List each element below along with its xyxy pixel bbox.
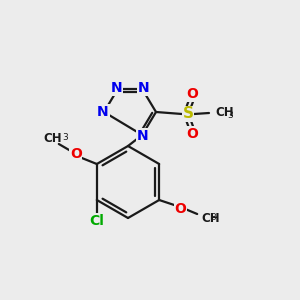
Text: N: N bbox=[136, 129, 148, 143]
Text: S: S bbox=[182, 106, 194, 122]
Text: Cl: Cl bbox=[89, 214, 104, 228]
Text: 3: 3 bbox=[62, 133, 68, 142]
Text: 3: 3 bbox=[227, 110, 233, 119]
Text: O: O bbox=[186, 87, 198, 101]
Text: O: O bbox=[174, 202, 186, 216]
Text: N: N bbox=[137, 81, 149, 95]
Text: CH: CH bbox=[215, 106, 234, 119]
Text: O: O bbox=[186, 127, 198, 141]
Text: CH: CH bbox=[201, 212, 220, 226]
Text: N: N bbox=[111, 81, 123, 95]
Text: O: O bbox=[70, 147, 82, 161]
Text: 3: 3 bbox=[210, 213, 216, 222]
Text: CH: CH bbox=[44, 131, 62, 145]
Text: N: N bbox=[97, 105, 109, 119]
